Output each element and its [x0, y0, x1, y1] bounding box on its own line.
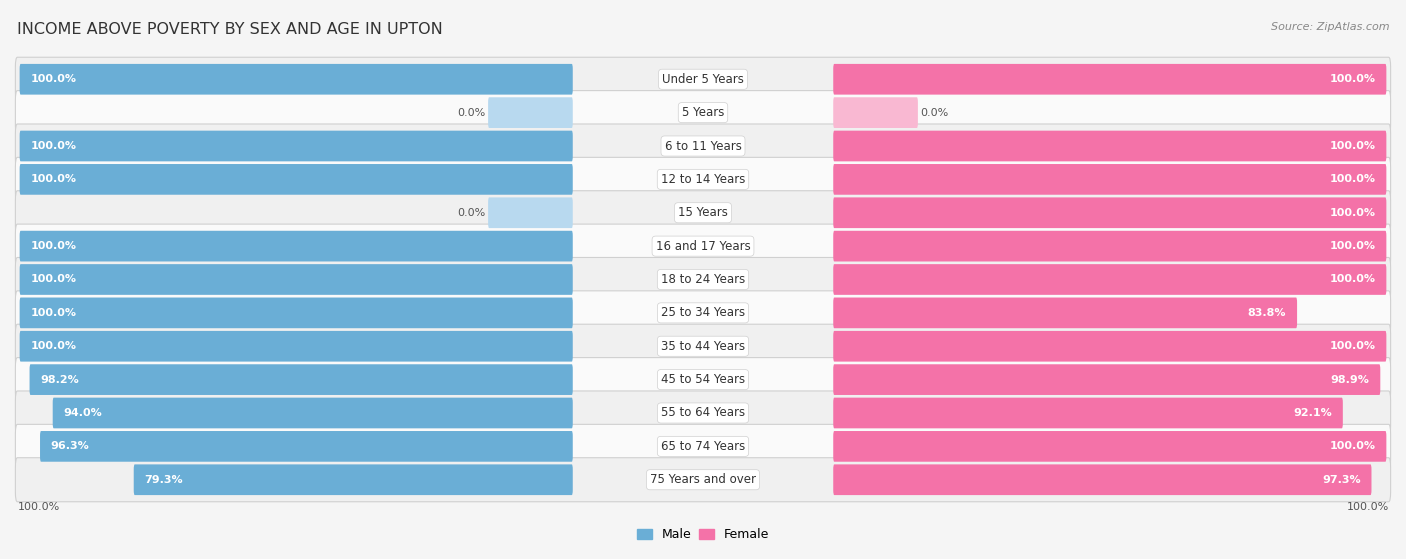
- FancyBboxPatch shape: [834, 231, 1386, 262]
- Text: 100.0%: 100.0%: [1330, 174, 1375, 184]
- Text: 55 to 64 Years: 55 to 64 Years: [661, 406, 745, 419]
- FancyBboxPatch shape: [15, 124, 1391, 168]
- Text: 6 to 11 Years: 6 to 11 Years: [665, 140, 741, 153]
- FancyBboxPatch shape: [20, 331, 572, 362]
- FancyBboxPatch shape: [15, 358, 1391, 402]
- Text: 100.0%: 100.0%: [1347, 503, 1389, 513]
- Text: 100.0%: 100.0%: [1330, 74, 1375, 84]
- FancyBboxPatch shape: [834, 164, 1386, 195]
- Text: 94.0%: 94.0%: [63, 408, 103, 418]
- FancyBboxPatch shape: [834, 297, 1298, 328]
- Text: 96.3%: 96.3%: [51, 442, 90, 451]
- FancyBboxPatch shape: [834, 364, 1381, 395]
- FancyBboxPatch shape: [39, 431, 572, 462]
- FancyBboxPatch shape: [52, 397, 572, 428]
- FancyBboxPatch shape: [15, 291, 1391, 335]
- Legend: Male, Female: Male, Female: [631, 523, 775, 546]
- FancyBboxPatch shape: [834, 64, 1386, 94]
- FancyBboxPatch shape: [20, 164, 572, 195]
- FancyBboxPatch shape: [15, 191, 1391, 235]
- Text: 100.0%: 100.0%: [31, 274, 76, 285]
- Text: 100.0%: 100.0%: [1330, 141, 1375, 151]
- Text: 0.0%: 0.0%: [457, 208, 486, 218]
- FancyBboxPatch shape: [15, 57, 1391, 101]
- Text: Under 5 Years: Under 5 Years: [662, 73, 744, 86]
- FancyBboxPatch shape: [488, 197, 572, 228]
- Text: 98.2%: 98.2%: [41, 375, 79, 385]
- Text: 100.0%: 100.0%: [31, 74, 76, 84]
- FancyBboxPatch shape: [488, 97, 572, 128]
- FancyBboxPatch shape: [834, 197, 1386, 228]
- Text: 98.9%: 98.9%: [1330, 375, 1369, 385]
- FancyBboxPatch shape: [834, 97, 918, 128]
- FancyBboxPatch shape: [834, 397, 1343, 428]
- FancyBboxPatch shape: [15, 324, 1391, 368]
- Text: 15 Years: 15 Years: [678, 206, 728, 219]
- FancyBboxPatch shape: [15, 458, 1391, 502]
- Text: 12 to 14 Years: 12 to 14 Years: [661, 173, 745, 186]
- Text: 97.3%: 97.3%: [1322, 475, 1361, 485]
- Text: 100.0%: 100.0%: [31, 174, 76, 184]
- FancyBboxPatch shape: [834, 331, 1386, 362]
- FancyBboxPatch shape: [134, 465, 572, 495]
- Text: 100.0%: 100.0%: [1330, 341, 1375, 351]
- Text: 0.0%: 0.0%: [920, 108, 949, 117]
- FancyBboxPatch shape: [15, 391, 1391, 435]
- FancyBboxPatch shape: [15, 157, 1391, 201]
- Text: 100.0%: 100.0%: [31, 341, 76, 351]
- FancyBboxPatch shape: [834, 131, 1386, 162]
- Text: 79.3%: 79.3%: [145, 475, 183, 485]
- FancyBboxPatch shape: [20, 297, 572, 328]
- FancyBboxPatch shape: [15, 424, 1391, 468]
- FancyBboxPatch shape: [20, 64, 572, 94]
- FancyBboxPatch shape: [834, 264, 1386, 295]
- Text: 75 Years and over: 75 Years and over: [650, 473, 756, 486]
- Text: INCOME ABOVE POVERTY BY SEX AND AGE IN UPTON: INCOME ABOVE POVERTY BY SEX AND AGE IN U…: [17, 22, 443, 37]
- Text: 35 to 44 Years: 35 to 44 Years: [661, 340, 745, 353]
- FancyBboxPatch shape: [15, 258, 1391, 301]
- FancyBboxPatch shape: [15, 91, 1391, 135]
- Text: 100.0%: 100.0%: [31, 241, 76, 251]
- Text: 45 to 54 Years: 45 to 54 Years: [661, 373, 745, 386]
- FancyBboxPatch shape: [20, 131, 572, 162]
- Text: 16 and 17 Years: 16 and 17 Years: [655, 240, 751, 253]
- Text: 100.0%: 100.0%: [31, 308, 76, 318]
- Text: 25 to 34 Years: 25 to 34 Years: [661, 306, 745, 319]
- Text: 100.0%: 100.0%: [31, 141, 76, 151]
- Text: 65 to 74 Years: 65 to 74 Years: [661, 440, 745, 453]
- Text: 100.0%: 100.0%: [1330, 208, 1375, 218]
- FancyBboxPatch shape: [834, 465, 1371, 495]
- Text: 18 to 24 Years: 18 to 24 Years: [661, 273, 745, 286]
- Text: 100.0%: 100.0%: [1330, 241, 1375, 251]
- Text: 83.8%: 83.8%: [1247, 308, 1286, 318]
- FancyBboxPatch shape: [30, 364, 572, 395]
- FancyBboxPatch shape: [20, 264, 572, 295]
- Text: 100.0%: 100.0%: [1330, 442, 1375, 451]
- FancyBboxPatch shape: [834, 431, 1386, 462]
- Text: 100.0%: 100.0%: [1330, 274, 1375, 285]
- Text: 92.1%: 92.1%: [1294, 408, 1331, 418]
- Text: 100.0%: 100.0%: [17, 503, 59, 513]
- FancyBboxPatch shape: [20, 231, 572, 262]
- Text: 0.0%: 0.0%: [457, 108, 486, 117]
- Text: Source: ZipAtlas.com: Source: ZipAtlas.com: [1271, 22, 1389, 32]
- Text: 5 Years: 5 Years: [682, 106, 724, 119]
- FancyBboxPatch shape: [15, 224, 1391, 268]
